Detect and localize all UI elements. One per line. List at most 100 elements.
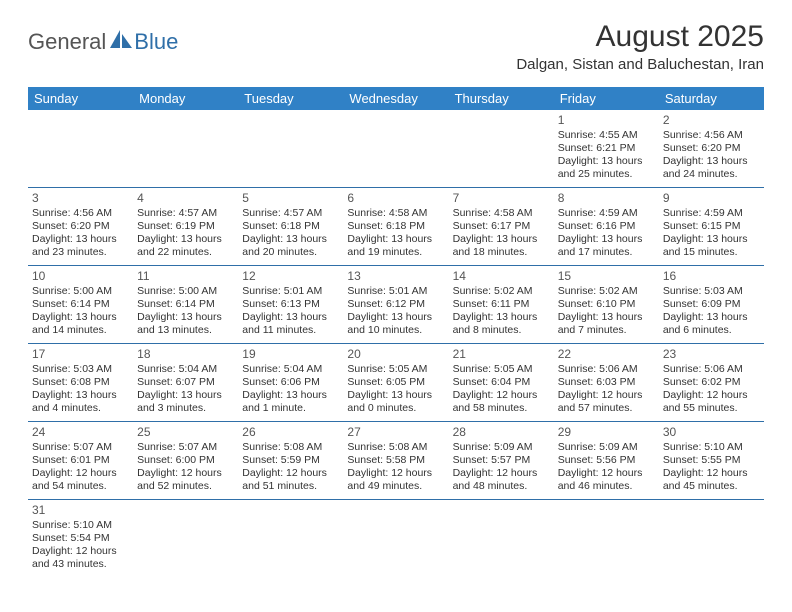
- day-number: 21: [453, 347, 550, 362]
- day-number: 1: [558, 113, 655, 128]
- weekday-header: Tuesday: [238, 87, 343, 110]
- daylight-line: Daylight: 12 hours and 45 minutes.: [663, 467, 760, 493]
- sunset-line: Sunset: 6:18 PM: [347, 220, 444, 233]
- sunset-line: Sunset: 6:14 PM: [32, 298, 129, 311]
- calendar-cell: 21Sunrise: 5:05 AMSunset: 6:04 PMDayligh…: [449, 344, 554, 422]
- day-number: 31: [32, 503, 129, 518]
- sunrise-line: Sunrise: 4:56 AM: [32, 207, 129, 220]
- sunrise-line: Sunrise: 5:01 AM: [242, 285, 339, 298]
- sunset-line: Sunset: 6:19 PM: [137, 220, 234, 233]
- day-number: 28: [453, 425, 550, 440]
- calendar-cell: 5Sunrise: 4:57 AMSunset: 6:18 PMDaylight…: [238, 188, 343, 266]
- sunset-line: Sunset: 6:21 PM: [558, 142, 655, 155]
- sunset-line: Sunset: 6:09 PM: [663, 298, 760, 311]
- calendar-cell: 30Sunrise: 5:10 AMSunset: 5:55 PMDayligh…: [659, 422, 764, 500]
- sunrise-line: Sunrise: 4:57 AM: [242, 207, 339, 220]
- day-number: 8: [558, 191, 655, 206]
- weekday-header: Sunday: [28, 87, 133, 110]
- day-number: 16: [663, 269, 760, 284]
- calendar-cell: 29Sunrise: 5:09 AMSunset: 5:56 PMDayligh…: [554, 422, 659, 500]
- calendar-cell: 18Sunrise: 5:04 AMSunset: 6:07 PMDayligh…: [133, 344, 238, 422]
- calendar-cell: 31Sunrise: 5:10 AMSunset: 5:54 PMDayligh…: [28, 500, 133, 578]
- daylight-line: Daylight: 13 hours and 7 minutes.: [558, 311, 655, 337]
- sunrise-line: Sunrise: 4:59 AM: [558, 207, 655, 220]
- daylight-line: Daylight: 13 hours and 18 minutes.: [453, 233, 550, 259]
- sunset-line: Sunset: 6:16 PM: [558, 220, 655, 233]
- page-header: General Blue August 2025 Dalgan, Sistan …: [0, 0, 792, 81]
- sunrise-line: Sunrise: 4:59 AM: [663, 207, 760, 220]
- sunset-line: Sunset: 6:14 PM: [137, 298, 234, 311]
- calendar-cell: 15Sunrise: 5:02 AMSunset: 6:10 PMDayligh…: [554, 266, 659, 344]
- sunrise-line: Sunrise: 5:10 AM: [663, 441, 760, 454]
- daylight-line: Daylight: 13 hours and 11 minutes.: [242, 311, 339, 337]
- calendar-cell: 9Sunrise: 4:59 AMSunset: 6:15 PMDaylight…: [659, 188, 764, 266]
- daylight-line: Daylight: 13 hours and 8 minutes.: [453, 311, 550, 337]
- day-number: 20: [347, 347, 444, 362]
- day-number: 12: [242, 269, 339, 284]
- daylight-line: Daylight: 13 hours and 0 minutes.: [347, 389, 444, 415]
- daylight-line: Daylight: 12 hours and 52 minutes.: [137, 467, 234, 493]
- calendar-cell: 22Sunrise: 5:06 AMSunset: 6:03 PMDayligh…: [554, 344, 659, 422]
- sunrise-line: Sunrise: 5:07 AM: [137, 441, 234, 454]
- sunrise-line: Sunrise: 5:03 AM: [663, 285, 760, 298]
- calendar-cell: 16Sunrise: 5:03 AMSunset: 6:09 PMDayligh…: [659, 266, 764, 344]
- daylight-line: Daylight: 13 hours and 15 minutes.: [663, 233, 760, 259]
- sunrise-line: Sunrise: 5:10 AM: [32, 519, 129, 532]
- sunrise-line: Sunrise: 5:08 AM: [242, 441, 339, 454]
- calendar-cell: 7Sunrise: 4:58 AMSunset: 6:17 PMDaylight…: [449, 188, 554, 266]
- calendar-cell: 28Sunrise: 5:09 AMSunset: 5:57 PMDayligh…: [449, 422, 554, 500]
- sunrise-line: Sunrise: 5:05 AM: [453, 363, 550, 376]
- logo-text-general: General: [28, 29, 106, 55]
- calendar-cell: 10Sunrise: 5:00 AMSunset: 6:14 PMDayligh…: [28, 266, 133, 344]
- calendar-cell-empty: [343, 110, 448, 188]
- sunrise-line: Sunrise: 5:05 AM: [347, 363, 444, 376]
- sunset-line: Sunset: 6:01 PM: [32, 454, 129, 467]
- day-number: 10: [32, 269, 129, 284]
- daylight-line: Daylight: 13 hours and 22 minutes.: [137, 233, 234, 259]
- calendar-body: 1Sunrise: 4:55 AMSunset: 6:21 PMDaylight…: [28, 110, 764, 578]
- sunset-line: Sunset: 6:17 PM: [453, 220, 550, 233]
- calendar-cell: 1Sunrise: 4:55 AMSunset: 6:21 PMDaylight…: [554, 110, 659, 188]
- daylight-line: Daylight: 12 hours and 57 minutes.: [558, 389, 655, 415]
- logo: General Blue: [28, 20, 178, 55]
- weekday-header: Friday: [554, 87, 659, 110]
- day-number: 29: [558, 425, 655, 440]
- calendar-cell: 27Sunrise: 5:08 AMSunset: 5:58 PMDayligh…: [343, 422, 448, 500]
- sunrise-line: Sunrise: 5:00 AM: [32, 285, 129, 298]
- sunset-line: Sunset: 6:18 PM: [242, 220, 339, 233]
- sunset-line: Sunset: 6:06 PM: [242, 376, 339, 389]
- daylight-line: Daylight: 13 hours and 24 minutes.: [663, 155, 760, 181]
- daylight-line: Daylight: 13 hours and 3 minutes.: [137, 389, 234, 415]
- calendar-cell-empty: [238, 110, 343, 188]
- daylight-line: Daylight: 13 hours and 14 minutes.: [32, 311, 129, 337]
- calendar-cell: 17Sunrise: 5:03 AMSunset: 6:08 PMDayligh…: [28, 344, 133, 422]
- sunset-line: Sunset: 6:00 PM: [137, 454, 234, 467]
- sunrise-line: Sunrise: 4:58 AM: [453, 207, 550, 220]
- daylight-line: Daylight: 13 hours and 1 minute.: [242, 389, 339, 415]
- calendar-cell: 26Sunrise: 5:08 AMSunset: 5:59 PMDayligh…: [238, 422, 343, 500]
- sunset-line: Sunset: 6:13 PM: [242, 298, 339, 311]
- calendar-cell: 25Sunrise: 5:07 AMSunset: 6:00 PMDayligh…: [133, 422, 238, 500]
- day-number: 27: [347, 425, 444, 440]
- sunrise-line: Sunrise: 5:06 AM: [663, 363, 760, 376]
- calendar-cell: 6Sunrise: 4:58 AMSunset: 6:18 PMDaylight…: [343, 188, 448, 266]
- calendar-cell: 20Sunrise: 5:05 AMSunset: 6:05 PMDayligh…: [343, 344, 448, 422]
- calendar-cell: 14Sunrise: 5:02 AMSunset: 6:11 PMDayligh…: [449, 266, 554, 344]
- day-number: 2: [663, 113, 760, 128]
- day-number: 24: [32, 425, 129, 440]
- day-number: 19: [242, 347, 339, 362]
- sunrise-line: Sunrise: 4:58 AM: [347, 207, 444, 220]
- day-number: 4: [137, 191, 234, 206]
- day-number: 11: [137, 269, 234, 284]
- calendar: Sunday Monday Tuesday Wednesday Thursday…: [28, 87, 764, 578]
- sunset-line: Sunset: 6:10 PM: [558, 298, 655, 311]
- day-number: 5: [242, 191, 339, 206]
- sunrise-line: Sunrise: 5:01 AM: [347, 285, 444, 298]
- daylight-line: Daylight: 13 hours and 19 minutes.: [347, 233, 444, 259]
- weekday-header: Thursday: [449, 87, 554, 110]
- calendar-cell: 23Sunrise: 5:06 AMSunset: 6:02 PMDayligh…: [659, 344, 764, 422]
- title-area: August 2025 Dalgan, Sistan and Baluchest…: [516, 20, 764, 73]
- sunrise-line: Sunrise: 5:02 AM: [453, 285, 550, 298]
- logo-text-blue: Blue: [134, 29, 178, 55]
- daylight-line: Daylight: 13 hours and 23 minutes.: [32, 233, 129, 259]
